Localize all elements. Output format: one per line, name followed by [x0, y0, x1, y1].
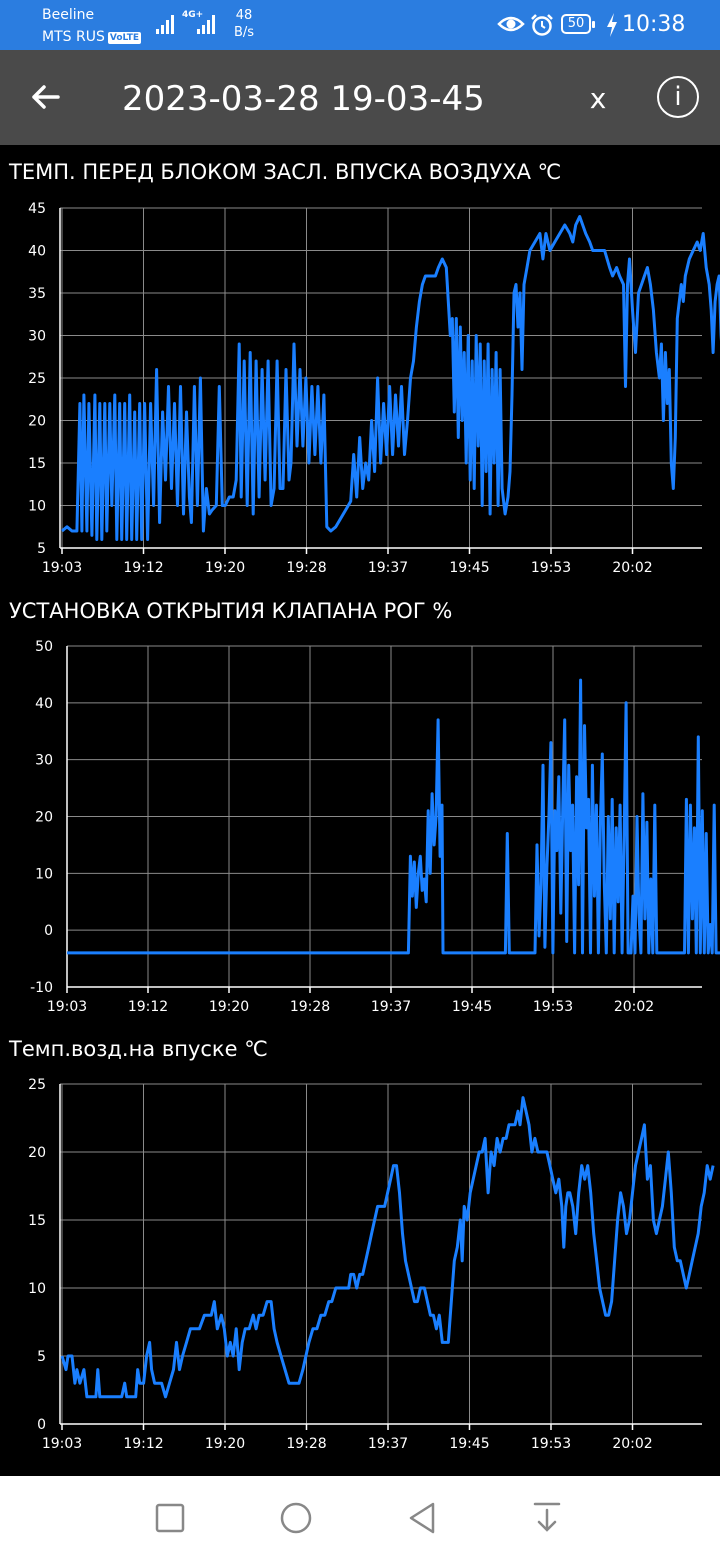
x-tick-label: 19:20 — [209, 999, 249, 1015]
chart-3-title: Темп.возд.на впуске ℃ — [9, 1037, 268, 1061]
series-line — [61, 215, 720, 541]
y-tick-label: 25 — [28, 1077, 46, 1093]
x-tick-label: 19:45 — [449, 560, 489, 576]
x-tick-label: 19:20 — [205, 560, 245, 576]
signal-icon — [197, 15, 215, 34]
x-tick-label: 19:37 — [368, 1436, 408, 1452]
x-tick-label: 20:02 — [614, 999, 654, 1015]
y-tick-label: 30 — [28, 329, 46, 345]
series-line — [60, 1096, 715, 1399]
speed-value: 48 — [235, 8, 253, 23]
eye-icon — [497, 16, 525, 32]
battery-icon: 50 — [561, 14, 595, 34]
y-tick-label: 25 — [28, 371, 46, 387]
x-tick-label: 19:03 — [42, 560, 82, 576]
carrier-1: Beeline — [42, 7, 95, 23]
speed-unit: B/s — [234, 25, 255, 40]
y-tick-label: 40 — [35, 696, 53, 712]
volte-badge: VoLTE — [107, 32, 142, 44]
x-tick-label: 20:02 — [612, 1436, 652, 1452]
y-tick-label: 35 — [28, 286, 46, 302]
chart-intake-air-temp: 0 5 10 15 20 25 19:03 19:12 19:20 19:28 19:37 19:45… — [28, 1077, 715, 1452]
x-tick-label: 19:53 — [531, 1436, 571, 1452]
y-tick-label: 40 — [28, 244, 46, 260]
y-tick-label: 0 — [37, 1417, 46, 1433]
x-tick-label: 19:12 — [123, 1436, 163, 1452]
y-tick-label: 10 — [28, 1281, 46, 1297]
x-tick-label: 20:02 — [612, 560, 652, 576]
y-tick-label: 10 — [28, 499, 46, 515]
y-tick-label: 5 — [37, 1349, 46, 1365]
alarm-icon — [531, 14, 553, 36]
x-tick-label: 19:45 — [449, 1436, 489, 1452]
carrier-2: MTS RUS VoLTE — [42, 29, 142, 45]
series-line — [67, 678, 720, 955]
x-tick-label: 19:28 — [290, 999, 330, 1015]
x-tick-label: 19:37 — [368, 560, 408, 576]
navigation-bar — [0, 1476, 720, 1560]
y-tick-label: 20 — [28, 1145, 46, 1161]
app-bar: 2023-03-28 19-03-45 x i — [0, 50, 720, 145]
status-bar: Beeline MTS RUS VoLTE 4G+ 48 B/s 50 10:38 — [0, 0, 720, 50]
charging-icon — [607, 13, 617, 37]
x-tick-label: 19:20 — [205, 1436, 245, 1452]
info-button[interactable]: i — [657, 76, 699, 118]
y-tick-label: 30 — [35, 753, 53, 769]
x-tick-label: 19:03 — [47, 999, 87, 1015]
clock: 10:38 — [622, 12, 686, 37]
x-tick-label: 19:03 — [42, 1436, 82, 1452]
y-tick-label: 50 — [35, 639, 53, 655]
y-tick-label: 5 — [37, 541, 46, 557]
circle-icon[interactable] — [276, 1498, 316, 1538]
download-icon[interactable] — [527, 1498, 567, 1538]
y-tick-label: 10 — [35, 866, 53, 882]
triangle-back-icon[interactable] — [402, 1498, 442, 1538]
x-tick-label: 19:53 — [533, 999, 573, 1015]
x-tick-label: 19:12 — [123, 560, 163, 576]
chart-egr-valve-position: -10 0 10 20 30 40 50 19:03 19:12 19:20 19:28 19:37 1… — [30, 639, 720, 1015]
y-tick-label: 45 — [28, 201, 46, 217]
network-speed: 48 B/s — [234, 7, 254, 41]
y-tick-label: 15 — [28, 1213, 46, 1229]
x-tick-label: 19:37 — [371, 999, 411, 1015]
y-tick-label: 20 — [28, 414, 46, 430]
page-title: 2023-03-28 19-03-45 — [122, 79, 485, 119]
network-type: 4G+ — [182, 10, 204, 20]
chart-2-title: УСТАНОВКА ОТКРЫТИЯ КЛАПАНА РОГ % — [9, 599, 453, 623]
x-tick-label: 19:28 — [286, 1436, 326, 1452]
chart-temp-before-throttle: 5 10 15 20 25 30 35 40 45 19:03 19:12 19:20 19:28 19:… — [28, 201, 720, 576]
signal-icon — [156, 15, 174, 34]
x-tick-label: 19:12 — [128, 999, 168, 1015]
x-tick-label: 19:53 — [531, 560, 571, 576]
y-tick-label: -10 — [30, 980, 53, 996]
y-tick-label: 15 — [28, 456, 46, 472]
chart-1-title: ТЕМП. ПЕРЕД БЛОКОМ ЗАСЛ. ВПУСКА ВОЗДУХА … — [9, 160, 562, 184]
square-icon[interactable] — [150, 1498, 190, 1538]
y-tick-label: 0 — [44, 923, 53, 939]
y-tick-label: 20 — [35, 810, 53, 826]
carrier-2-label: MTS RUS — [42, 29, 105, 45]
x-tick-label: 19:28 — [286, 560, 326, 576]
x-tick-label: 19:45 — [452, 999, 492, 1015]
close-button[interactable]: x — [589, 82, 607, 115]
arrow-left-icon[interactable] — [22, 72, 72, 122]
